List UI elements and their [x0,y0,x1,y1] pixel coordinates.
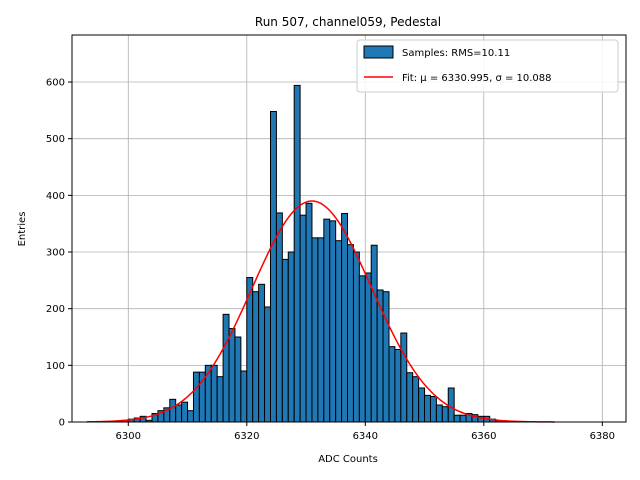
histogram-bar [447,387,455,423]
histogram-bar [293,84,301,423]
histogram-bar [435,404,443,423]
y-tick-label: 500 [46,134,65,145]
histogram-bar [264,306,271,423]
y-tick-label: 0 [59,418,65,429]
histogram-bar [187,410,194,423]
x-axis-ticks: 6300 6320 6340 6360 6380 [116,422,615,442]
histogram-bar [347,244,354,423]
y-tick-label: 600 [46,78,65,89]
y-tick-label: 300 [46,248,65,259]
histogram-bar [394,348,402,423]
y-tick-label: 200 [46,304,65,315]
chart-title: Run 507, channel059, Pedestal [255,15,441,29]
x-tick-label: 6300 [116,431,141,442]
gaussian-fit-curve [86,200,555,423]
x-tick-label: 6340 [353,431,378,442]
histogram-bar [382,291,390,423]
histogram-bar [192,371,200,423]
histogram-bar [406,372,414,423]
histogram-bar [210,364,218,423]
y-axis-ticks: 0 100 200 300 400 500 600 [46,78,72,429]
y-axis-label: Entries [17,212,28,247]
x-tick-label: 6360 [471,431,496,442]
histogram-bar [400,332,408,423]
histogram-bar [329,220,337,423]
histogram-bar [275,212,283,423]
histogram-bar [341,212,349,423]
x-tick-label: 6380 [590,431,615,442]
histogram-bar [252,291,260,423]
x-axis-label: ADC Counts [318,454,378,465]
histogram-bars [110,84,508,423]
histogram-bar [311,237,319,423]
histogram-bar [317,237,325,423]
histogram-bar [228,328,236,423]
histogram-bar [424,394,431,423]
legend-fit-label: Fit: μ = 6330.995, σ = 10.088 [402,73,552,84]
histogram-bar [335,240,343,423]
histogram-bar [370,244,378,423]
histogram-bar [305,202,313,423]
legend-samples-label: Samples: RMS=10.11 [402,48,510,59]
fit-curve-group [86,200,555,423]
histogram-bar [352,251,360,423]
x-tick-label: 6320 [234,431,259,442]
histogram-bar [175,404,183,423]
y-tick-label: 100 [46,361,65,372]
histogram-bar [281,258,289,423]
histogram-bar [169,398,177,423]
histogram-bar [222,313,230,423]
histogram-bar [453,414,461,423]
histogram-bar [459,414,467,423]
histogram-bar [240,370,248,423]
histogram-bar [216,376,224,423]
plot-frame [71,34,627,423]
legend-samples-patch [363,45,394,59]
histogram-bar [287,251,295,423]
y-tick-label: 400 [46,191,65,202]
legend: Samples: RMS=10.11 Fit: μ = 6330.995, σ … [356,39,619,93]
histogram-bar [299,214,307,423]
histogram-bar [234,336,242,423]
histogram-bar [181,401,189,423]
legend-box [356,39,619,93]
histogram-bar [412,376,420,423]
histogram-bar [269,110,277,423]
histogram-bar [441,406,449,423]
histogram-bar [258,283,266,423]
histogram-bar [388,346,396,423]
histogram-bar [364,272,372,423]
histogram-bar [429,396,437,423]
histogram-bar [418,387,426,423]
histogram-bar [358,275,366,423]
grid-lines [72,35,626,423]
histogram-bar [323,218,331,423]
